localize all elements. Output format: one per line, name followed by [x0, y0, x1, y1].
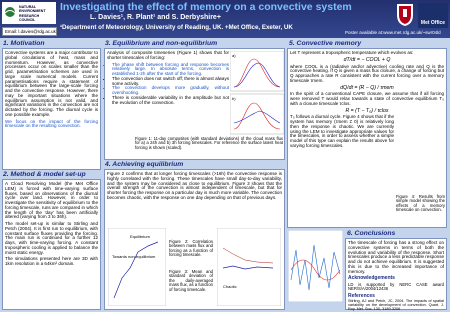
bullet: The phase shift between forcing and resp… [112, 62, 229, 77]
paragraph: The model set-up is similar to Stirling … [5, 221, 98, 255]
bullet: The convection does not switch off; ther… [112, 76, 229, 87]
motivation-box: Convective systems are a major contribut… [2, 48, 101, 170]
section-heading: 3. Equilibrium and non-equilibrium [105, 40, 218, 47]
curve [233, 110, 281, 124]
paragraph: A Cloud Resolving Model (the Met Office … [5, 181, 98, 220]
equation: R = (T − T₀) / τclos [345, 107, 389, 114]
paragraph: where COOL is a (radiative and/or advect… [290, 63, 444, 83]
section-heading: 2. Method & model set-up [3, 171, 86, 178]
equation: dQ/dt = (R − Q) / τmem [340, 84, 394, 91]
conclusions-box: The timescale of forcing has a strong ef… [345, 238, 447, 311]
plot-label: Towards non-equilibrium [112, 254, 156, 259]
figure-4 [288, 230, 343, 302]
curve [233, 62, 281, 88]
nerc-logo: NATURAL ENVIRONMENT RESEARCH COUNCIL [2, 2, 56, 24]
paragraph: Figure 2 confirms that at longer forcing… [107, 171, 282, 200]
paragraph: We focus on the impact of the forcing ti… [5, 118, 98, 129]
figure-caption: Figure 2: Correlation between mass flux … [169, 239, 213, 258]
figure-1: a) b) [230, 51, 284, 135]
paragraph: Convective systems are a major contribut… [5, 50, 98, 117]
plot-frame [288, 230, 343, 302]
authors: L. Davies¹, R. Plant¹ and S. Derbyshire+ [90, 14, 221, 21]
poster-title: Investigating the effect of memory on a … [60, 1, 352, 13]
panel-label: b) [232, 96, 236, 101]
bullet: There is considerable variability in the… [112, 95, 229, 106]
curve [233, 58, 281, 88]
affiliation: ¹Department of Meteorology, University o… [60, 24, 293, 31]
email: Email: l.davies@rdg.ac.uk [2, 27, 57, 36]
plot-label: Chaotic [223, 284, 237, 289]
curve [222, 265, 274, 270]
curve [290, 244, 341, 291]
plot-label: Equilibrium [130, 234, 150, 239]
figure-2: Equilibrium Towards non-equilibrium [108, 228, 166, 306]
figure-caption: Figure 1: 11-day composites (with standa… [135, 136, 283, 150]
plot-frame [108, 228, 166, 306]
sub-heading: References [348, 292, 375, 299]
curve [222, 247, 274, 264]
paragraph: LD is supported by NERC CASE award NER/S… [348, 282, 444, 292]
paragraph: Stirling, AJ and Petch, JC, 2004. The im… [348, 298, 444, 311]
paragraph: The timescale of forcing has a strong ef… [348, 240, 444, 274]
section-heading: 4. Achieving equilibrium [105, 161, 184, 168]
poster-link: Poster available at:www.met.rdg.ac.uk/~s… [345, 30, 441, 35]
section-heading: 6. Conclusions [347, 230, 396, 237]
figure-caption: Figure 4: Results from simple model show… [396, 194, 445, 213]
section-heading: 5. Convective memory [289, 40, 362, 47]
bullet: The convection develops more gradually, … [112, 85, 229, 96]
section-heading: 1. Motivation [3, 40, 45, 47]
curve [113, 241, 159, 299]
paragraph: Analysis of composite timeseries (Figure… [107, 50, 229, 60]
figure-3: Chaotic [217, 228, 281, 306]
method-box: A Cloud Resolving Model (the Met Office … [2, 179, 101, 310]
memory-box: Let T represent a tropospheric temperatu… [287, 48, 447, 228]
nerc-emblem [4, 7, 16, 17]
paragraph: In the spirit of a conventional CAPE clo… [290, 91, 444, 106]
panel-label: a) [232, 53, 236, 58]
figure-caption: Figure 3: Mean and standard deviation of… [169, 269, 213, 292]
panel [230, 93, 284, 135]
paragraph: T₀ follows a diurnal cycle. Figure 4 sho… [290, 114, 394, 148]
header: NATURAL ENVIRONMENT RESEARCH COUNCIL Inv… [0, 0, 450, 38]
equation: dT/dt = − COOL + Q [343, 56, 391, 63]
achieving-box: Figure 2 confirms that at longer forcing… [104, 169, 285, 310]
paragraph: Let T represent a tropospheric temperatu… [290, 50, 414, 55]
curve [290, 259, 341, 281]
equilibrium-box: Analysis of composite timeseries (Figure… [104, 48, 285, 160]
met-office-logo: Met Office [418, 3, 448, 28]
text-column: Analysis of composite timeseries (Figure… [107, 50, 229, 106]
sub-heading: Acknowledgements [348, 275, 395, 282]
curve [233, 102, 281, 130]
paragraph: The simulations presented here are 3D wi… [5, 256, 98, 266]
reading-crest [397, 4, 413, 26]
bullet-list: The phase shift between forcing and resp… [107, 62, 229, 106]
